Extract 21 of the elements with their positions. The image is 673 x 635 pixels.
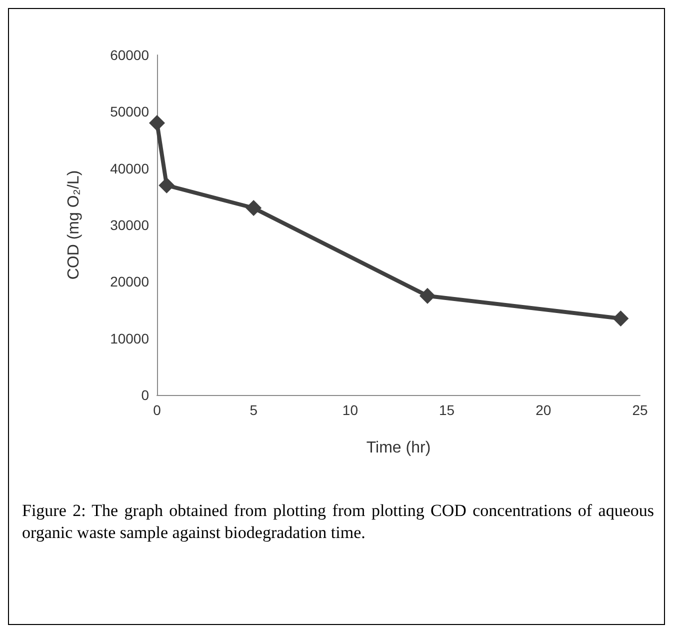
point [158,177,175,194]
y-tick-label: 30000 [110,217,150,233]
x-tick-label: 25 [632,402,648,418]
y-tick-label: 20000 [110,274,150,290]
x-tick-label: 0 [153,402,162,418]
point [612,310,629,326]
y-tick-label: 10000 [110,330,150,346]
y-tick-label: 0 [141,387,150,403]
x-tick-label: 10 [342,402,358,418]
x-tick-label: 5 [250,402,258,418]
point [419,288,436,304]
caption: Figure 2: The graph obtained from plotting from plotting COD concentrations of aqueous organic waste sample against biodegradation time. [22,500,654,544]
x-tick-label: 20 [536,402,552,418]
x-tick-label: 15 [439,402,455,418]
y-tick-label: 40000 [110,160,150,176]
point [246,200,262,216]
y-tick-label: 50000 [110,104,150,120]
point [149,115,165,131]
y-axis-title: COD (mg O₂/L) [66,170,82,280]
x-axis-title: Time (hr) [366,440,431,456]
y-tick-label: 60000 [110,47,150,63]
